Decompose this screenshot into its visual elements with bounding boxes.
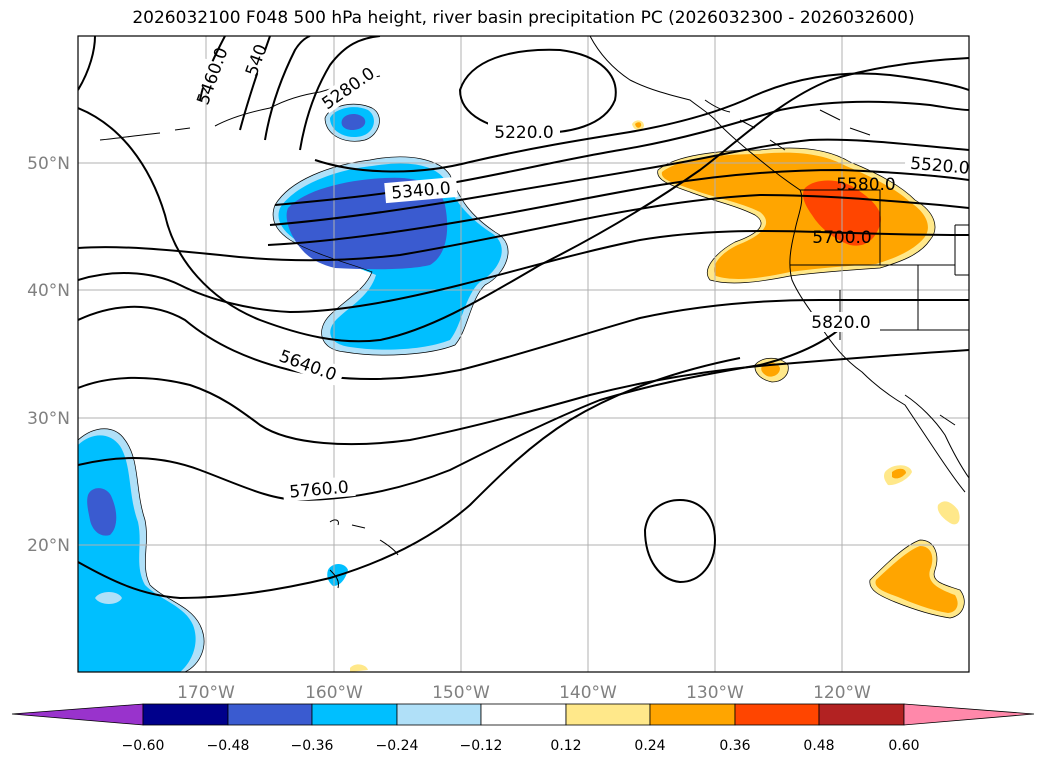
colorbar-bin-2 bbox=[227, 703, 313, 726]
colorbar-bin-3 bbox=[311, 703, 398, 726]
shade-orange-pnw bbox=[661, 152, 928, 279]
cbar-tick-6: 0.12 bbox=[550, 738, 581, 754]
shade-mid-blue-southwest bbox=[78, 435, 196, 672]
cbar-tick-4: −0.24 bbox=[376, 738, 419, 754]
shading-outlines bbox=[78, 103, 965, 672]
colorbar-bin-9 bbox=[818, 703, 905, 726]
lat-tick-20n: 20°N bbox=[27, 536, 70, 556]
colorbar bbox=[11, 703, 1035, 726]
lon-tick-120w: 120°W bbox=[813, 683, 871, 703]
lon-tick-140w: 140°W bbox=[559, 683, 617, 703]
contour-label-5640: 5640.0 bbox=[276, 346, 339, 385]
cbar-tick-1: −0.60 bbox=[122, 738, 165, 754]
cbar-tick-8: 0.36 bbox=[719, 738, 750, 754]
colorbar-extend-high bbox=[903, 703, 1035, 726]
colorbar-bin-1 bbox=[142, 703, 229, 726]
shade-yellow-spot-4 bbox=[937, 501, 960, 525]
contour-label-5220: 5220.0 bbox=[494, 123, 553, 143]
colorbar-bin-5 bbox=[480, 703, 567, 726]
colorbar-bin-4 bbox=[396, 703, 482, 726]
lon-tick-150w: 150°W bbox=[432, 683, 490, 703]
contour-label-5580: 5580.0 bbox=[836, 175, 895, 195]
colorbar-bin-7 bbox=[649, 703, 736, 726]
lat-tick-50n: 50°N bbox=[27, 154, 70, 174]
shade-dark-blue-small bbox=[341, 114, 366, 130]
lat-tick-labels: 50°N 40°N 30°N 20°N bbox=[27, 154, 70, 556]
cbar-tick-3: −0.36 bbox=[291, 738, 334, 754]
shade-light-blue-island bbox=[95, 592, 122, 604]
lat-tick-30n: 30°N bbox=[27, 409, 70, 429]
graticule bbox=[78, 36, 969, 672]
cbar-tick-10: 0.60 bbox=[888, 738, 919, 754]
coastlines bbox=[99, 36, 969, 589]
cbar-tick-9: 0.48 bbox=[803, 738, 834, 754]
shade-small-orange-1 bbox=[635, 122, 642, 128]
colorbar-tick-labels: −0.60 −0.48 −0.36 −0.24 −0.12 0.12 0.24 … bbox=[122, 738, 920, 754]
cbar-tick-2: −0.48 bbox=[207, 738, 250, 754]
map-frame bbox=[77, 35, 970, 673]
shade-dark-blue-southwest bbox=[87, 488, 117, 536]
lat-tick-40n: 40°N bbox=[27, 281, 70, 301]
shade-orange-baja bbox=[875, 546, 958, 613]
lon-tick-160w: 160°W bbox=[305, 683, 363, 703]
lon-tick-labels: 170°W 160°W 150°W 140°W 130°W 120°W bbox=[177, 683, 871, 703]
contour-label-group: 5460.0 540 5280.0 5220.0 5340.0 5520.0 5… bbox=[184, 42, 970, 503]
cbar-tick-7: 0.24 bbox=[634, 738, 665, 754]
contour-label-5700: 5700.0 bbox=[812, 228, 871, 248]
shade-yellow-bottom bbox=[350, 664, 368, 672]
contour-label-5820: 5820.0 bbox=[811, 313, 870, 333]
shade-orange-spot-3 bbox=[892, 468, 906, 479]
lon-tick-130w: 130°W bbox=[686, 683, 744, 703]
colorbar-extend-low bbox=[11, 703, 144, 726]
cbar-tick-5: −0.12 bbox=[460, 738, 503, 754]
colorbar-bin-8 bbox=[734, 703, 820, 726]
map-title: 2026032100 F048 500 hPa height, river ba… bbox=[132, 8, 915, 28]
colorbar-bin-6 bbox=[565, 703, 651, 726]
lon-tick-170w: 170°W bbox=[177, 683, 235, 703]
